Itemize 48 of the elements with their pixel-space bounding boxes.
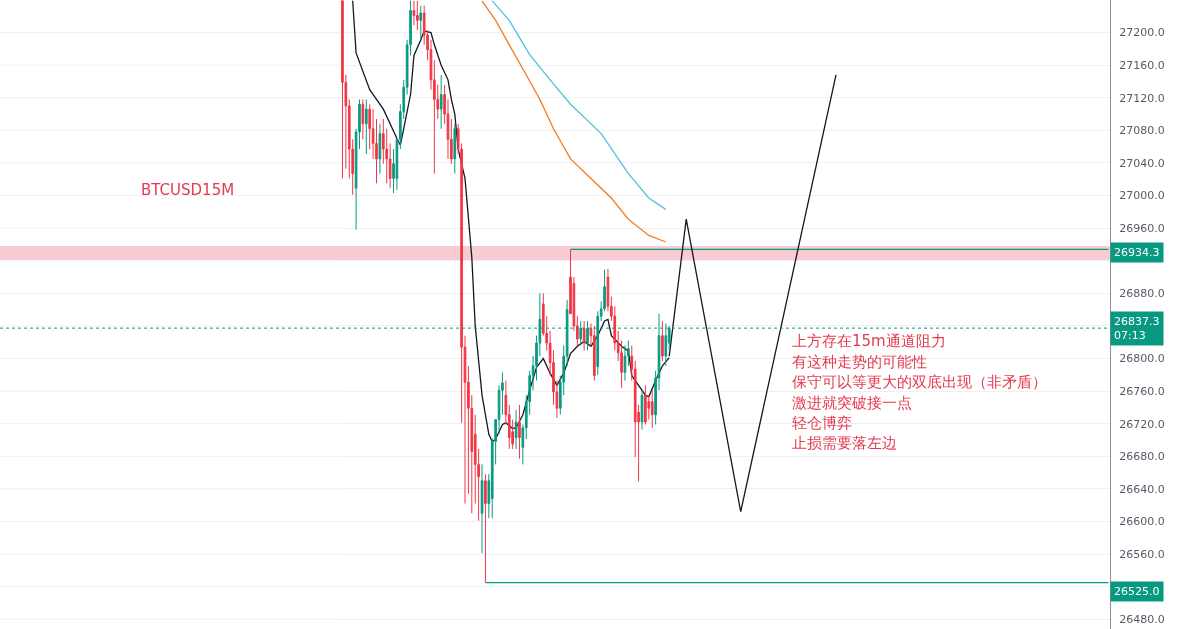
candlestick [364, 98, 368, 155]
candlestick [518, 404, 521, 460]
y-tick-label: 26560.0 [1119, 547, 1165, 561]
ref-line-label: 26837.3 07:13 [1114, 315, 1160, 343]
annotation: 轻仓博弈 [792, 414, 852, 432]
line-series [491, 0, 667, 211]
candlestick [484, 473, 487, 584]
candlestick [419, 5, 423, 41]
candlestick [593, 325, 596, 381]
y-tick-label: 27000.0 [1119, 189, 1165, 203]
candlestick [341, 0, 344, 179]
candlestick [650, 389, 654, 429]
candlestick [378, 123, 382, 175]
y-tick-label: 26960.0 [1119, 221, 1165, 235]
annotation: 上方存在15m通道阻力 [792, 332, 946, 350]
candlestick [644, 384, 647, 425]
y-tick-label: 27160.0 [1119, 59, 1165, 73]
candlestick [361, 98, 365, 140]
y-tick-label: 26600.0 [1119, 515, 1165, 529]
y-tick-label: 26680.0 [1119, 450, 1165, 464]
y-tick-label: 26480.0 [1119, 613, 1165, 627]
candlestick [514, 409, 518, 450]
y-tick-label: 26760.0 [1119, 384, 1165, 398]
y-tick-label: 26880.0 [1119, 287, 1165, 301]
y-tick-label: 27080.0 [1119, 124, 1165, 138]
text: 26934.3 [1114, 246, 1160, 259]
text: BTCUSD15M [141, 181, 235, 199]
candlestick [480, 463, 484, 554]
y-tick-label: 26640.0 [1119, 482, 1165, 496]
annotation: 激进就突破接一点 [792, 394, 912, 412]
text: 26525.0 [1114, 585, 1160, 598]
candlestick [623, 344, 627, 381]
candlestick [640, 389, 644, 430]
y-tick-label: 27040.0 [1119, 156, 1165, 170]
candlestick [582, 320, 586, 351]
candlestick [412, 0, 416, 26]
candlestick [661, 320, 664, 362]
annotation: 有这种走势的可能性 [792, 353, 927, 371]
candlestick [453, 123, 457, 175]
annotation: 保守可以等更大的双底出现（非矛盾） [792, 373, 1047, 391]
y-tick-label: 27200.0 [1119, 26, 1165, 40]
y-tick-label: 26800.0 [1119, 352, 1165, 366]
y-tick-label: 27120.0 [1119, 91, 1165, 105]
y-tick-label: 26720.0 [1119, 417, 1165, 431]
candlestick [416, 0, 419, 31]
candlestick [439, 74, 443, 130]
annotation: 止损需要落左边 [792, 434, 897, 452]
line-series [481, 0, 667, 243]
